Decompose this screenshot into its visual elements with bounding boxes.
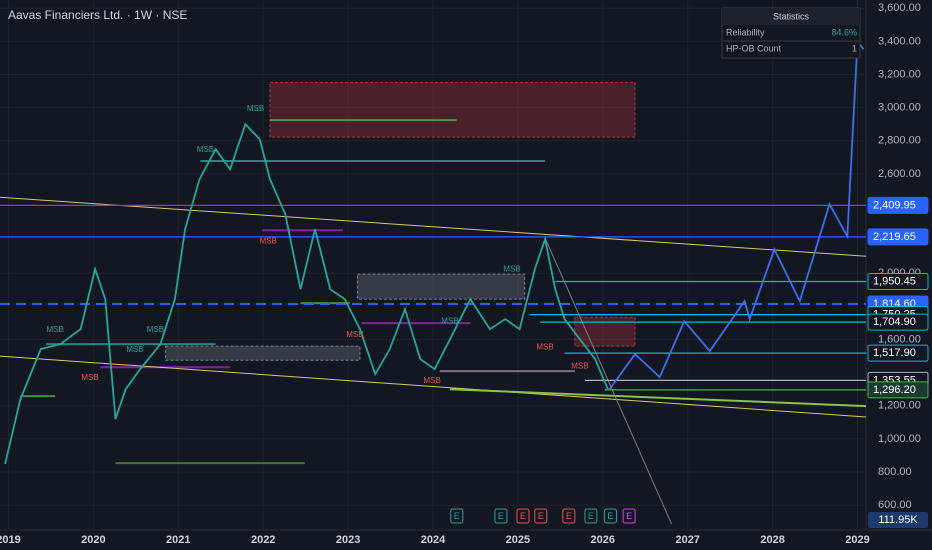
- zone: [269, 81, 636, 138]
- price-label: 1,950.45: [873, 275, 916, 287]
- table-cell: 84.6%: [831, 27, 857, 37]
- event-label: E: [454, 511, 460, 521]
- msb-label: MSB: [147, 325, 164, 334]
- price-label-box: [867, 272, 929, 290]
- y-tick-label: 1,600.00: [878, 333, 921, 345]
- msb-label: MSB: [81, 373, 98, 382]
- x-tick-label: 2024: [421, 534, 446, 546]
- trendline: [0, 355, 867, 418]
- msb-label: MSB: [536, 342, 553, 351]
- msb-label: MSB: [47, 325, 64, 334]
- table-header: [722, 8, 860, 25]
- msb-label: MSB: [346, 330, 363, 339]
- y-tick-label: 3,600.00: [878, 2, 921, 14]
- y-tick-label: 2,800.00: [878, 135, 921, 147]
- x-tick-label: 2027: [675, 534, 699, 546]
- msb-label: MSB: [503, 264, 520, 273]
- trendline: [0, 196, 867, 257]
- x-tick-label: 2028: [760, 534, 784, 546]
- table-cell: HP-OB Count: [726, 43, 782, 53]
- price-line: [4, 122, 609, 465]
- y-tick-label: 1,200.00: [878, 400, 921, 412]
- trendline: [449, 388, 867, 408]
- y-tick-label: 3,400.00: [878, 35, 921, 47]
- price-label: 2,219.65: [873, 231, 916, 243]
- table-cell: 1: [852, 43, 857, 53]
- trendline: [544, 237, 673, 525]
- event-badge: [584, 508, 598, 524]
- event-label: E: [498, 511, 504, 521]
- y-tick-label: 600.00: [878, 499, 912, 511]
- price-line: [608, 41, 859, 390]
- y-tick-label: 3,000.00: [878, 102, 921, 114]
- y-tick-label: 800.00: [878, 466, 912, 478]
- table-cell: Reliability: [726, 27, 765, 37]
- chart-title: Aavas Financiers Ltd. · 1W · NSE: [8, 8, 187, 22]
- x-tick-label: 2019: [0, 534, 21, 546]
- msb-label: MSB: [197, 145, 214, 154]
- price-label: 1,517.90: [873, 347, 916, 359]
- price-label: 1,704.90: [873, 316, 916, 328]
- statistics-table: Statistics Reliability 84.6% HP-OB Count…: [721, 7, 861, 59]
- event-badge: [562, 508, 576, 524]
- x-tick-label: 2026: [591, 534, 615, 546]
- volume-label: 111.95K: [878, 514, 918, 526]
- msb-label: MSB: [126, 345, 143, 354]
- y-tick-label: 1,000.00: [878, 433, 921, 445]
- y-tick-label: 3,200.00: [878, 68, 921, 80]
- event-badge: [603, 508, 617, 524]
- price-label-box: [867, 313, 929, 331]
- y-tick-label: 2,600.00: [878, 168, 921, 180]
- event-label: E: [566, 511, 572, 521]
- price-label: 2,409.95: [873, 199, 916, 211]
- event-badge: [516, 508, 530, 524]
- x-tick-label: 2021: [166, 534, 190, 546]
- msb-label: MSB: [441, 316, 458, 325]
- price-label-box: [867, 196, 929, 214]
- zone: [356, 273, 526, 300]
- x-tick-label: 2025: [506, 534, 530, 546]
- msb-label: MSB: [247, 104, 264, 113]
- x-tick-label: 2020: [81, 534, 105, 546]
- event-label: E: [538, 511, 544, 521]
- msb-label: MSB: [571, 361, 588, 370]
- price-label-box: [867, 381, 929, 399]
- event-badge: [622, 508, 636, 524]
- event-badge: [494, 508, 508, 524]
- x-tick-label: 2023: [336, 534, 360, 546]
- event-label: E: [626, 511, 632, 521]
- event-badge: [534, 508, 548, 524]
- volume-label-box: [868, 512, 928, 528]
- event-label: E: [520, 511, 526, 521]
- price-label-box: [867, 344, 929, 362]
- x-tick-label: 2029: [845, 534, 869, 546]
- price-label: 1,296.20: [873, 384, 916, 396]
- event-label: E: [588, 511, 594, 521]
- zone: [574, 316, 636, 347]
- event-badge: [450, 508, 464, 524]
- price-label-box: [867, 228, 929, 246]
- zone: [165, 345, 361, 361]
- event-label: E: [607, 511, 613, 521]
- msb-label: MSB: [260, 236, 277, 245]
- msb-label: MSB: [423, 376, 440, 385]
- table-title: Statistics: [773, 11, 810, 21]
- plot: MSB MSB MSB MSB MSB MSB MSB MSB MSB MSB MSB MSB MSB E…: [0, 0, 867, 530]
- x-tick-label: 2022: [251, 534, 275, 546]
